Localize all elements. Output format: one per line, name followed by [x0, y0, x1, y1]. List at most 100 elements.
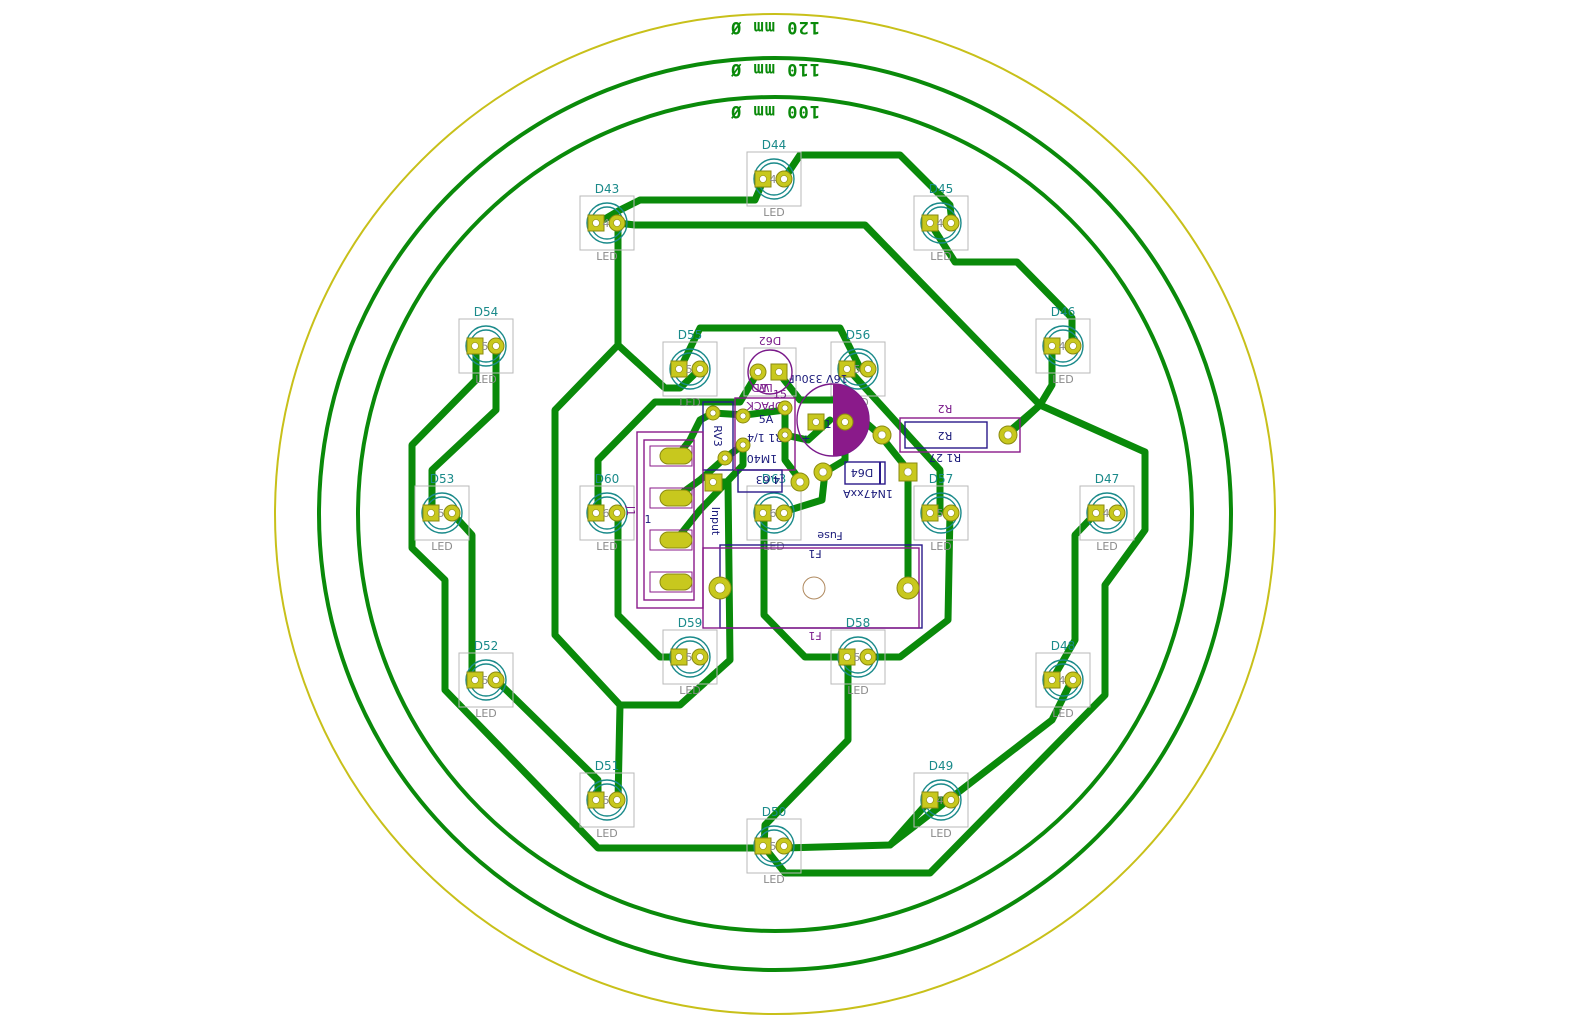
pkg-hole-b: [739, 412, 747, 420]
d64-body: [844, 461, 886, 485]
c1-footprint: 16V 330uF + 1: [788, 372, 870, 457]
j1-pad-3: [659, 531, 693, 549]
d54-hole-2: [492, 342, 500, 350]
d49-value: LED: [930, 827, 952, 840]
c1-hole-2: [841, 418, 849, 426]
d49-hole-2: [947, 796, 955, 804]
d59-hole-2: [696, 653, 704, 661]
d57-value: LED: [930, 540, 952, 553]
d44-courtyard: [746, 151, 802, 207]
d55-footprint: D55 LED 5: [662, 328, 718, 409]
d64-hole-2: [903, 467, 913, 477]
d55-hole-2: [696, 365, 704, 373]
trace-d44-d43: [594, 175, 768, 227]
f1-hole-2: [902, 582, 914, 594]
d52-pad-label: 5: [482, 674, 489, 687]
r2-outline: [899, 417, 1021, 453]
j1-pad-2: [659, 489, 693, 507]
d56-outer-ring: [837, 348, 879, 390]
d59-hole-1: [675, 653, 683, 661]
d51-hole-1: [592, 796, 600, 804]
d49-pad-label: 4: [937, 794, 944, 807]
d64-footprint: D64 1N47xxA: [813, 461, 918, 500]
f1-footprint: Fuse F1 F1: [702, 529, 923, 642]
trace-d43-d47: [614, 219, 1149, 877]
d45-ref: D45: [929, 182, 954, 196]
d52-value: LED: [475, 707, 497, 720]
d57-ref: D57: [929, 472, 954, 486]
rv3-footprint: RV3 DPACK W 15 5A R1 1/4 1M40 4.63: [702, 381, 810, 493]
outline-120mm: [274, 13, 1276, 1015]
d55-outer-ring: [669, 348, 711, 390]
d64-hole-1: [818, 467, 828, 477]
d56-pad-label: 5: [854, 363, 861, 376]
d60-footprint: D60 LED 6: [579, 472, 635, 553]
j1-outline: [636, 431, 704, 609]
c1-plus: +: [801, 432, 810, 445]
d63-outer-ring: [753, 492, 795, 534]
d58-footprint: D58 LED 5: [830, 616, 886, 697]
d54-footprint: D54 LED 5: [458, 305, 514, 386]
r2-hole-1: [877, 430, 887, 440]
d43-hole-2: [613, 219, 621, 227]
d60-hole-2: [613, 509, 621, 517]
d51-pad-label: 5: [603, 794, 610, 807]
d54-ref: D54: [474, 305, 499, 319]
d55-pad-label: 5: [686, 363, 693, 376]
trace-d52-d51: [492, 676, 602, 804]
j1-footprint: Input J1 1: [624, 431, 722, 609]
d47-pad-label: 4: [1103, 507, 1110, 520]
j1-pins: [649, 445, 693, 593]
c1-hole-1: [812, 418, 820, 426]
d48-pad-label: 4: [1059, 674, 1066, 687]
d54-hole-1: [471, 342, 479, 350]
d48-footprint: D48 LED 4: [1035, 639, 1091, 720]
d45-value: LED: [930, 250, 952, 263]
j1-pin: 1: [645, 513, 652, 526]
d43-hole-1: [592, 219, 600, 227]
d62-hole-1: [775, 368, 783, 376]
d63-pad-label: 6: [770, 507, 777, 520]
d58-hole-1: [843, 653, 851, 661]
trace-d51-left: [551, 341, 624, 804]
trace-d54-d53: [408, 342, 768, 852]
d59-pad-label: 5: [686, 651, 693, 664]
d46-outer-ring: [1042, 325, 1084, 367]
r2-ref: R2: [938, 402, 953, 415]
pkg-hole-d: [781, 431, 789, 439]
d50-ref: D50: [762, 805, 787, 819]
dimension-labels: 120 mm Ø 110 mm Ø 100 mm Ø: [730, 17, 820, 121]
d57-hole-2: [947, 509, 955, 517]
d56-ref: D56: [846, 328, 871, 342]
d44-value: LED: [763, 206, 785, 219]
r2-hole-2: [1003, 430, 1013, 440]
d52-ref: D52: [474, 639, 499, 653]
d49-courtyard: [913, 772, 969, 828]
d60-pad-label: 6: [603, 507, 610, 520]
d60-outer-ring: [586, 492, 628, 534]
outline-110mm: [317, 56, 1233, 972]
trace-d47-d48: [1048, 509, 1100, 684]
trace-d63-d58: [760, 509, 852, 661]
d57-pad-label: 5: [937, 507, 944, 520]
d48-courtyard: [1035, 652, 1091, 708]
trace-d56-d57: [844, 365, 944, 516]
trace-d43-center: [614, 219, 704, 392]
r2-extra: R1 27: [929, 451, 961, 464]
d58-pad-label: 5: [854, 651, 861, 664]
board-outlines: [274, 13, 1276, 1015]
d59-value: LED: [679, 684, 701, 697]
trace-d54b-d53: [428, 342, 500, 517]
d63-value: 4.63: [756, 473, 781, 486]
d57-courtyard: [913, 485, 969, 541]
d64-ref: D64: [851, 466, 873, 479]
d53-pad-label: 5: [438, 507, 445, 520]
d45-courtyard: [913, 195, 969, 251]
c1-value: 16V 330uF: [788, 372, 847, 385]
center-components: D62 LED 16V 330uF + 1 RV3 DPACK W 15: [624, 334, 1021, 642]
dim-label-110: 110 mm Ø: [730, 59, 820, 79]
d43-pad-label: 4: [603, 217, 610, 230]
d55-courtyard: [662, 341, 718, 397]
d47-outer-ring: [1086, 492, 1128, 534]
d63-ref: D63: [762, 472, 787, 486]
